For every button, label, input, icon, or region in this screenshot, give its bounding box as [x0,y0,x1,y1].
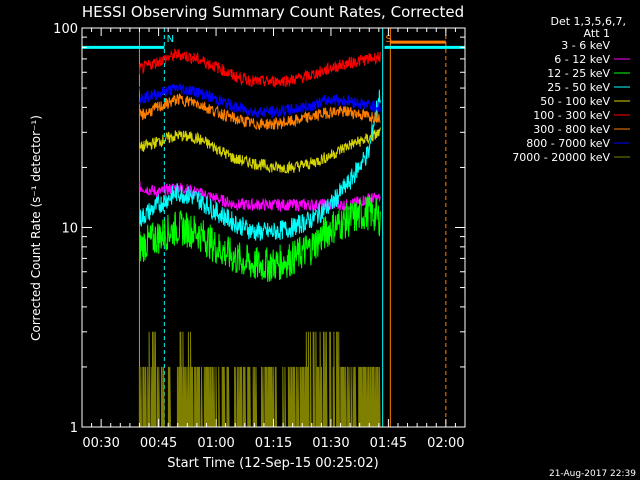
legend-label-6: 300 - 800 keV [533,123,610,136]
x-tick-label-4: 01:30 [312,436,349,451]
y-tick-label-1: 10 [61,222,78,237]
legend-label-1: 6 - 12 keV [554,53,610,66]
legend-label-5: 100 - 300 keV [533,109,610,122]
flag-label-1: S [385,34,391,45]
series-line-1 [138,180,381,213]
axis-layer: 00:30 00:45 01:00 01:15 01:30 01:45 02:00 1 10 10… [53,22,466,451]
series-line-8 [138,331,381,428]
x-tick-label-3: 01:15 [255,436,292,451]
chart-title: HESSI Observing Summary Count Rates, Cor… [82,3,464,21]
legend-label-2: 12 - 25 keV [547,67,610,80]
x-tick-label-6: 02:00 [427,436,464,451]
x-tick-label-5: 01:45 [370,436,407,451]
x-tick-label-0: 00:30 [82,436,119,451]
legend-label-8: 7000 - 20000 keV [512,151,610,164]
series-line-7 [138,82,381,119]
series-line-2 [138,194,381,282]
flag-label-0: N [167,34,174,45]
legend-label-4: 50 - 100 keV [540,95,610,108]
series-layer [138,48,381,428]
series-line-6 [139,93,381,131]
legend-label-3: 25 - 50 keV [547,81,610,94]
legend-header-1: Att 1 [584,27,610,40]
series-line-5 [138,48,381,89]
footer-timestamp: 21-Aug-2017 22:39 [549,469,636,479]
y-tick-label-2: 100 [53,22,78,37]
y-tick-label-0: 1 [70,421,78,436]
legend-label-7: 800 - 7000 keV [526,137,610,150]
x-tick-label-1: 00:45 [140,436,177,451]
series-line-4 [138,127,381,174]
series-line-3 [138,89,381,241]
legend-header-0: Det 1,3,5,6,7, [550,15,626,28]
x-tick-label-2: 01:00 [197,436,234,451]
x-axis-label: Start Time (12-Sep-15 00:25:02) [167,456,378,471]
y-axis-label: Corrected Count Rate (s⁻¹ detector⁻¹) [29,115,43,341]
legend-label-0: 3 - 6 keV [561,39,610,52]
